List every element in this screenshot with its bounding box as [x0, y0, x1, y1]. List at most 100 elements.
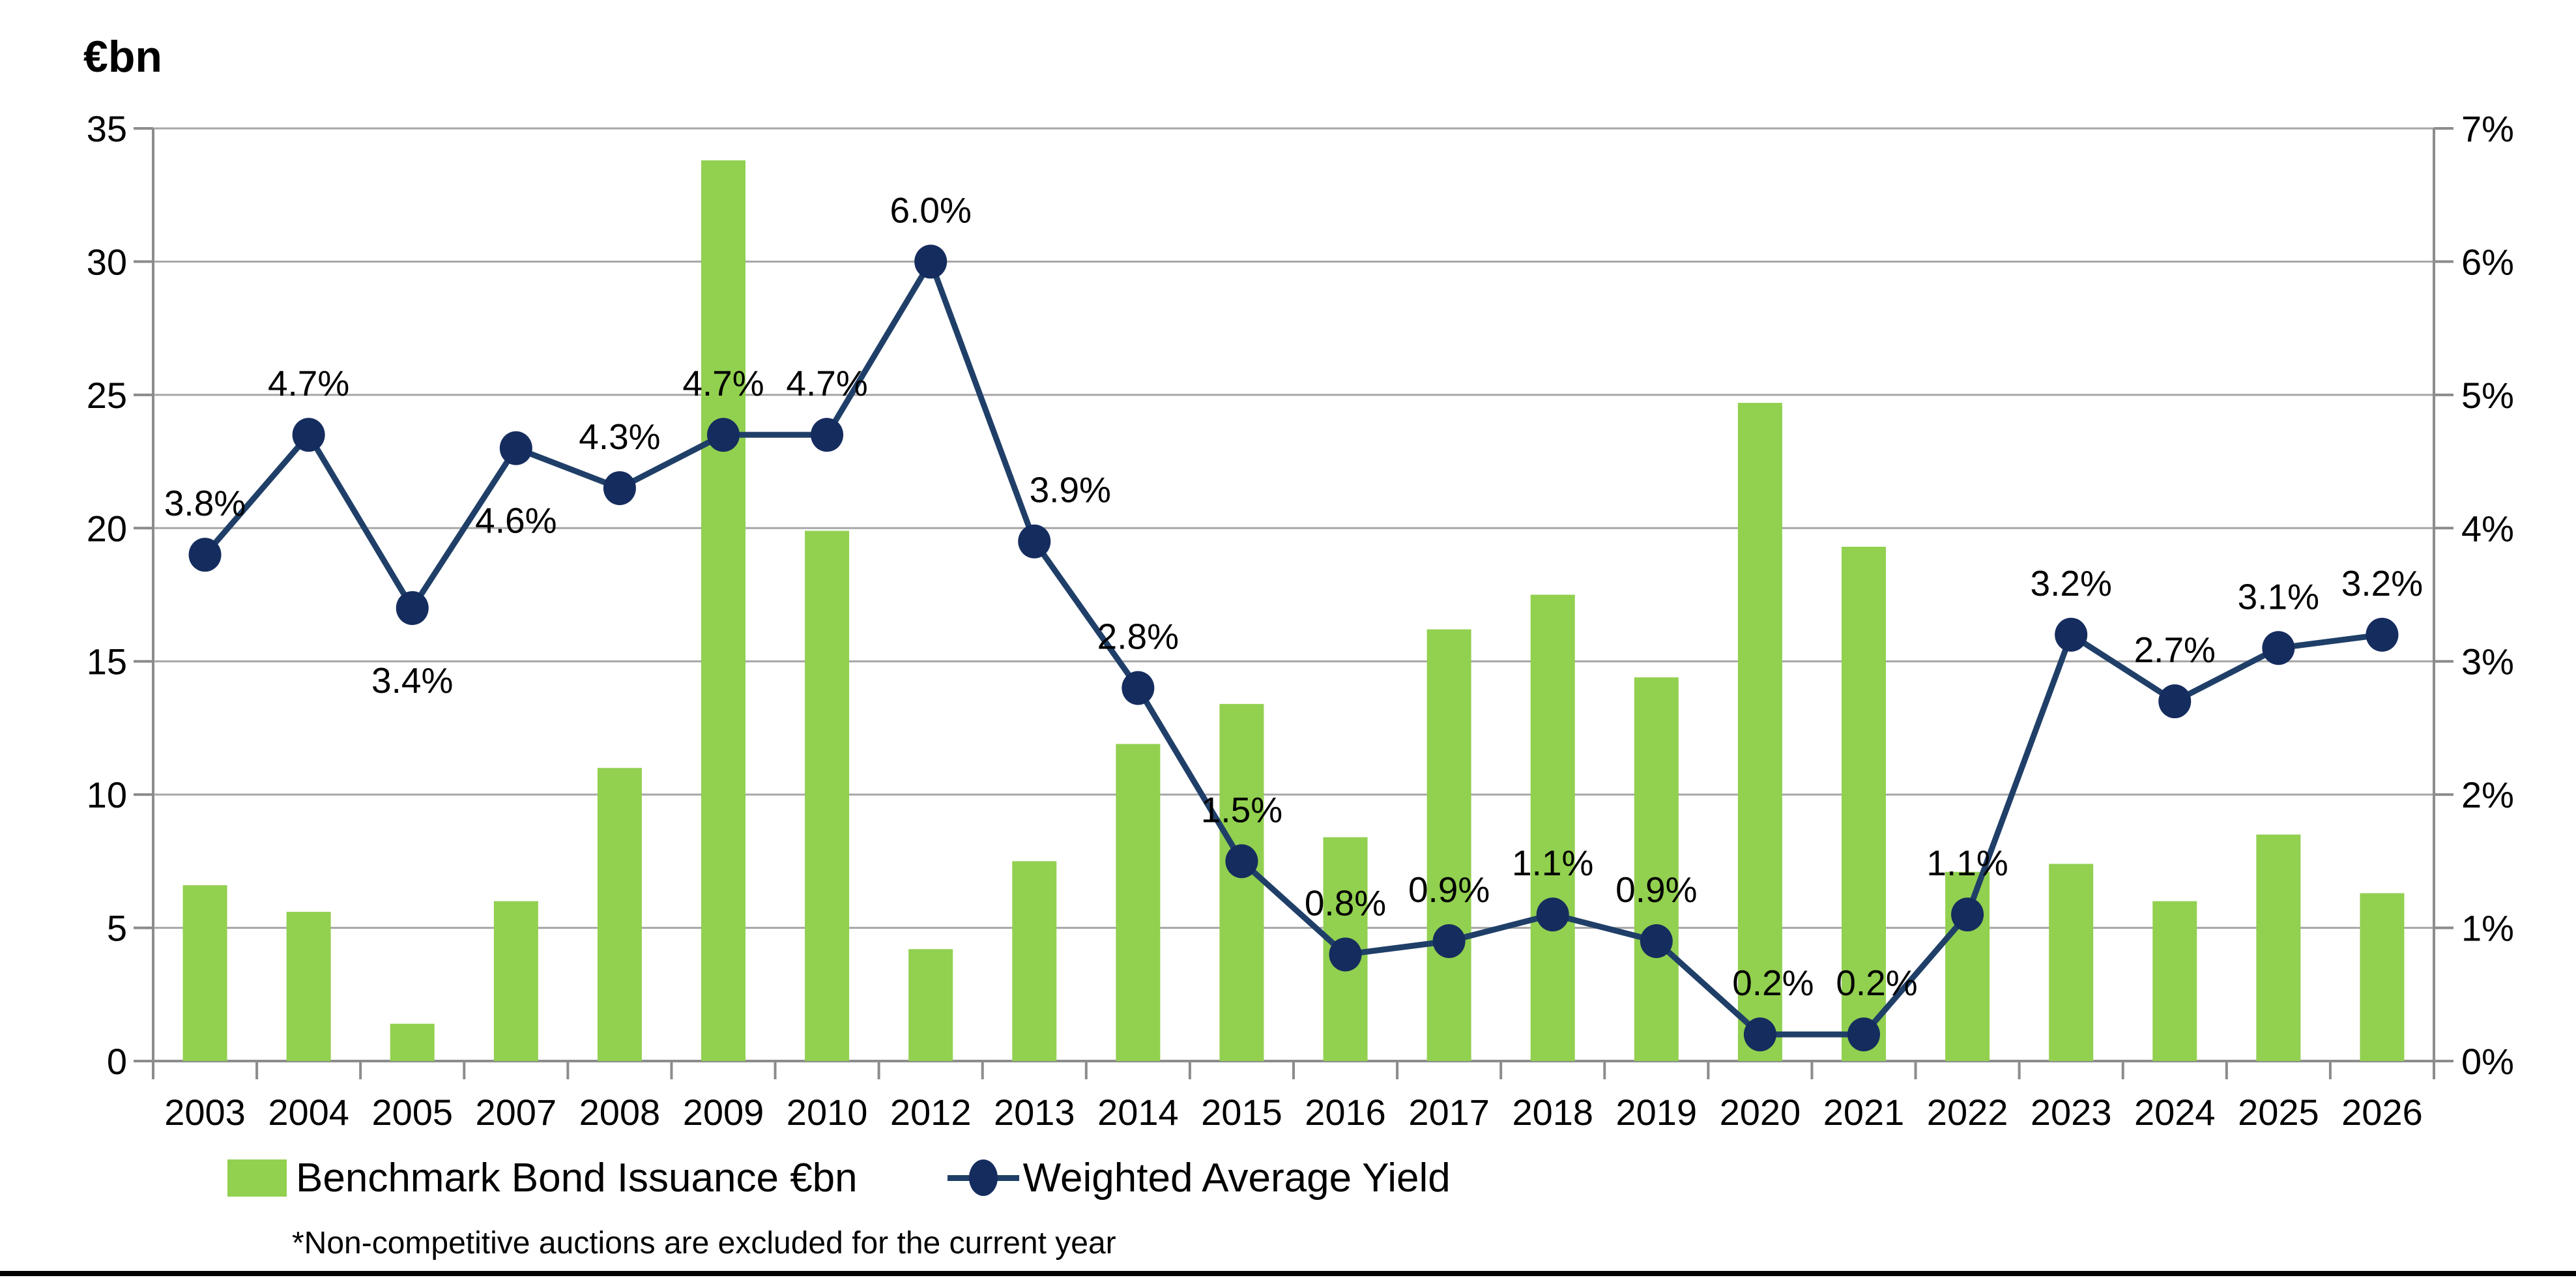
yield-data-label: 0.8%: [1305, 882, 1386, 923]
right-axis-tick-label: 6%: [2461, 241, 2514, 282]
yield-marker: [499, 431, 532, 465]
yield-marker: [811, 418, 844, 452]
x-axis-category-label: 2005: [371, 1092, 453, 1133]
issuance-bar: [2360, 893, 2405, 1061]
yield-marker: [1329, 937, 1362, 972]
left-axis-tick-label: 0: [107, 1041, 127, 1082]
left-axis-tick-label: 20: [87, 508, 127, 549]
x-axis-category-label: 2019: [1616, 1092, 1698, 1133]
yield-data-label: 3.4%: [371, 660, 453, 701]
yield-data-label: 3.9%: [1030, 470, 1111, 510]
issuance-bar: [1842, 546, 1886, 1061]
yield-marker: [914, 244, 948, 279]
right-axis-tick-label: 0%: [2461, 1041, 2514, 1082]
issuance-bar: [908, 949, 953, 1061]
x-axis-category-label: 2020: [1720, 1092, 1801, 1133]
issuance-bar: [1116, 744, 1161, 1061]
chart-legend: Benchmark Bond Issuance €bn Weighted Ave…: [227, 1155, 1451, 1201]
yield-data-label: 1.1%: [1926, 843, 2008, 883]
x-axis-category-label: 2024: [2134, 1092, 2216, 1133]
yield-data-label: 2.8%: [1097, 617, 1179, 657]
issuance-bar: [805, 531, 850, 1061]
yield-marker: [1847, 1017, 1880, 1052]
x-axis-category-label: 2016: [1305, 1092, 1386, 1133]
yield-marker: [2262, 631, 2295, 665]
bottom-border-line: [0, 1271, 2576, 1276]
yield-marker: [603, 471, 636, 505]
yield-marker: [2366, 617, 2399, 652]
yield-marker: [292, 418, 325, 452]
issuance-bar: [2152, 901, 2197, 1061]
x-axis-category-label: 2018: [1512, 1092, 1593, 1133]
issuance-bar: [182, 885, 227, 1061]
x-axis-category-label: 2008: [579, 1092, 661, 1133]
left-axis-tick-label: 30: [87, 241, 127, 282]
left-axis-tick-label: 5: [107, 908, 127, 949]
issuance-bar: [493, 901, 538, 1061]
yield-marker: [1640, 924, 1673, 959]
issuance-bar: [1012, 861, 1057, 1061]
right-axis-tick-label: 5%: [2461, 375, 2514, 416]
legend-line-label: Weighted Average Yield: [1022, 1155, 1451, 1201]
issuance-bar: [701, 160, 745, 1061]
yield-data-label: 4.7%: [268, 363, 349, 403]
yield-data-label: 3.8%: [164, 483, 246, 523]
legend-line-marker: [947, 1158, 1019, 1198]
yield-marker: [1432, 924, 1466, 959]
yield-marker: [396, 590, 429, 625]
yield-marker: [1743, 1017, 1776, 1052]
x-axis-category-label: 2014: [1097, 1092, 1179, 1133]
x-axis-category-label: 2017: [1408, 1092, 1490, 1133]
x-axis-category-label: 2013: [994, 1092, 1075, 1133]
yield-data-label: 4.3%: [579, 416, 660, 457]
yield-marker: [2055, 617, 2088, 652]
yield-data-label: 0.9%: [1615, 869, 1697, 910]
right-axis-tick-label: 2%: [2461, 774, 2514, 815]
yield-data-label: 6.0%: [890, 190, 971, 230]
x-axis-category-label: 2004: [268, 1092, 349, 1133]
yield-data-label: 4.7%: [786, 363, 867, 403]
yield-data-label: 1.5%: [1201, 789, 1282, 830]
left-axis-tick-label: 10: [87, 774, 127, 815]
yield-data-label: 0.9%: [1408, 869, 1490, 910]
issuance-bar: [286, 912, 331, 1061]
issuance-bar: [2256, 834, 2301, 1061]
yield-data-label: 1.1%: [1512, 843, 1593, 883]
right-axis-tick-label: 3%: [2461, 641, 2514, 682]
yield-marker: [1536, 897, 1569, 932]
yield-marker: [1225, 844, 1258, 879]
x-axis-category-label: 2010: [787, 1092, 868, 1133]
issuance-bar: [597, 768, 642, 1061]
x-axis-category-label: 2003: [164, 1092, 246, 1133]
yield-data-label: 3.2%: [2030, 563, 2111, 604]
right-axis-tick-label: 1%: [2461, 908, 2514, 949]
right-axis-tick-label: 4%: [2461, 508, 2514, 549]
x-axis-category-label: 2021: [1823, 1092, 1905, 1133]
yield-data-label: 2.7%: [2134, 630, 2216, 670]
x-axis-category-label: 2025: [2238, 1092, 2319, 1133]
left-axis-tick-label: 35: [87, 108, 127, 149]
yield-data-label: 4.6%: [475, 501, 557, 541]
yield-marker: [188, 538, 222, 572]
legend-line-dot-icon: [968, 1159, 998, 1196]
yield-marker: [2158, 684, 2192, 719]
issuance-bar: [1530, 594, 1575, 1061]
right-axis-tick-label: 7%: [2461, 108, 2514, 149]
yield-data-label: 3.1%: [2238, 576, 2319, 617]
issuance-bar: [1219, 704, 1264, 1061]
yield-marker: [1951, 897, 1984, 932]
yield-data-label: 3.2%: [2341, 563, 2423, 604]
left-axis-tick-label: 25: [87, 375, 127, 416]
chart-footnote: *Non-competitive auctions are excluded f…: [292, 1226, 1116, 1260]
left-axis-title: €bn: [83, 32, 162, 81]
yield-data-label: 0.2%: [1836, 963, 1917, 1003]
yield-marker: [1122, 671, 1155, 705]
x-axis-category-label: 2022: [1927, 1092, 2008, 1133]
issuance-bar: [1737, 403, 1782, 1061]
issuance-bar: [1634, 677, 1679, 1061]
x-axis-category-label: 2026: [2341, 1092, 2423, 1133]
x-axis-category-label: 2023: [2031, 1092, 2112, 1133]
yield-data-label: 4.7%: [682, 363, 764, 403]
